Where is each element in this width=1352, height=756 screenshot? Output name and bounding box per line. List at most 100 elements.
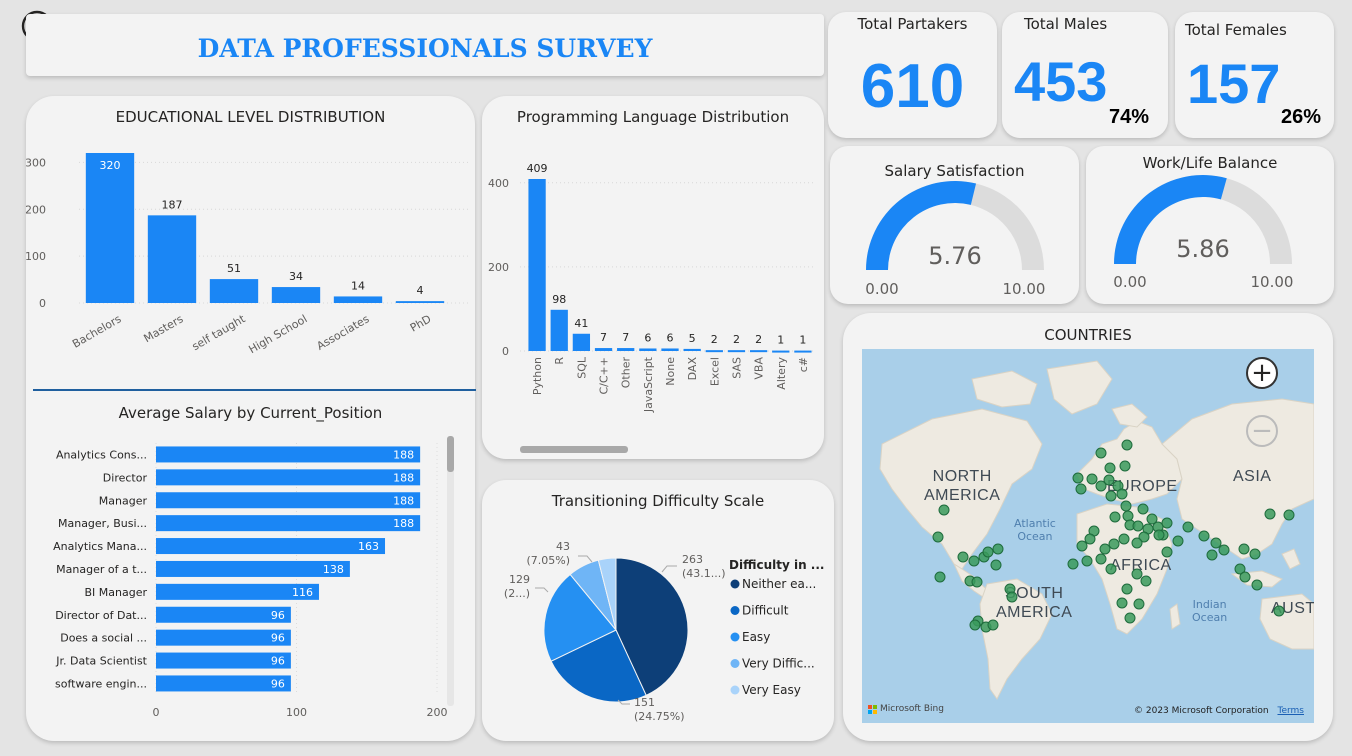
- leader-line: [578, 555, 593, 563]
- kpi-value: 157: [1187, 52, 1281, 115]
- horizontal-scrollbar[interactable]: [520, 446, 628, 453]
- country-marker: [1161, 546, 1173, 558]
- pie-data-label-pct: (43.1...): [682, 567, 726, 580]
- data-label: 409: [527, 162, 548, 175]
- bar: [156, 652, 291, 669]
- bar: [156, 538, 386, 555]
- country-marker: [1104, 462, 1116, 474]
- country-marker: [1122, 510, 1134, 522]
- microsoft-logo-icon: [868, 704, 877, 714]
- bar: [395, 301, 445, 303]
- leader-line: [535, 587, 549, 593]
- country-marker: [1146, 513, 1158, 525]
- x-tick-label: SAS: [730, 357, 743, 379]
- country-marker: [1124, 612, 1136, 624]
- gauge-card-salary: Salary Satisfaction 5.76 0.00 10.00: [830, 146, 1079, 304]
- data-label: 188: [393, 494, 414, 507]
- data-label: 4: [417, 284, 424, 297]
- data-label: 6: [644, 331, 651, 344]
- y-tick-label: Director of Dat...: [55, 609, 147, 622]
- x-tick-label: Python: [531, 357, 544, 395]
- bar: [528, 179, 546, 351]
- country-marker: [1095, 480, 1107, 492]
- data-label: 188: [393, 517, 414, 530]
- country-marker: [1118, 533, 1130, 545]
- bar: [271, 287, 321, 303]
- x-tick-label: None: [664, 357, 677, 386]
- salary-gauge: 5.76 0.00 10.00: [865, 180, 1046, 298]
- title-banner: DATA PROFESSIONALS SURVEY: [26, 14, 824, 76]
- x-tick-label: DAX: [686, 357, 699, 381]
- worklife-gauge: 5.86 0.00 10.00: [1113, 175, 1293, 291]
- terms-link[interactable]: Terms: [1277, 706, 1304, 716]
- kpi-value: 610: [860, 52, 965, 121]
- pie-data-label: 263: [682, 553, 703, 566]
- data-label: 2: [755, 333, 762, 346]
- label-africa: AFRICA: [1110, 557, 1172, 574]
- country-marker: [1133, 598, 1145, 610]
- country-marker: [1218, 544, 1230, 556]
- language-card: Programming Language Distribution 0 200 40…: [482, 96, 824, 459]
- legend-entry: Very Easy: [742, 683, 801, 697]
- y-tick-label: 0: [39, 297, 46, 310]
- pie-data-label: 43: [556, 540, 570, 553]
- zoom-in-button[interactable]: +: [1246, 357, 1278, 389]
- y-tick-label: Director: [103, 471, 148, 484]
- bar: [156, 492, 421, 509]
- scrollbar[interactable]: [447, 436, 454, 706]
- country-marker: [1172, 535, 1184, 547]
- kpi-percent: 74%: [1109, 106, 1150, 128]
- gauge-max: 10.00: [1003, 280, 1046, 298]
- y-tick-label: 400: [488, 177, 509, 190]
- country-marker: [1137, 503, 1149, 515]
- y-tick-label: BI Manager: [84, 586, 147, 599]
- bar: [661, 348, 679, 351]
- legend-marker: [730, 579, 740, 589]
- x-tick-label: 0: [153, 706, 160, 719]
- country-marker: [1198, 530, 1210, 542]
- salary-bar-chart: 0 100 200 188 Analytics Cons... 188 Director 18…: [53, 443, 448, 719]
- bar: [209, 279, 259, 303]
- x-tick-label: VBA: [753, 357, 766, 380]
- country-marker: [1006, 591, 1018, 603]
- country-marker: [1264, 508, 1276, 520]
- kpi-label: Total Females: [1185, 21, 1287, 39]
- bar: [156, 675, 291, 692]
- country-marker: [971, 576, 983, 588]
- bar: [794, 350, 812, 353]
- legend-entry: Neither ea...: [742, 577, 816, 591]
- language-bar-chart: 0 200 400 409 Python 98 R 41 SQL 7 C/C++ 7 Other 6 Jav…: [488, 162, 814, 413]
- country-marker: [969, 619, 981, 631]
- bar: [772, 350, 790, 353]
- data-label: 187: [162, 198, 183, 211]
- country-marker: [1108, 538, 1120, 550]
- map[interactable]: NORTH AMERICA SOUTH AMERICA EUROPE ASIA …: [862, 349, 1314, 723]
- pie-data-label-pct: (24.75%): [634, 710, 685, 723]
- kpi-card-partakers: Total Partakers 610: [828, 12, 997, 138]
- bar: [683, 348, 701, 351]
- education-chart-title: EDUCATIONAL LEVEL DISTRIBUTION: [115, 108, 386, 126]
- bar: [572, 333, 591, 351]
- scrollbar-thumb[interactable]: [447, 436, 454, 472]
- kpi-card-females: Total Females 157 26%: [1175, 12, 1334, 138]
- data-label: 7: [622, 331, 629, 344]
- gauge-card-worklife: Work/Life Balance 5.86 0.00 10.00: [1086, 146, 1334, 304]
- country-marker: [1086, 473, 1098, 485]
- country-marker: [1121, 583, 1133, 595]
- data-label: 116: [292, 586, 313, 599]
- country-marker: [1273, 605, 1285, 617]
- divider: [33, 389, 476, 391]
- legend-marker: [730, 659, 740, 668]
- map-title: COUNTRIES: [1044, 326, 1132, 344]
- data-label: 5: [689, 332, 696, 345]
- country-marker: [1119, 460, 1131, 472]
- data-label: 1: [777, 334, 784, 347]
- bar: [594, 348, 613, 351]
- data-label: 51: [227, 262, 241, 275]
- country-marker: [1067, 558, 1079, 570]
- zoom-out-button[interactable]: −: [1246, 415, 1278, 447]
- country-marker: [990, 559, 1002, 571]
- legend-marker: [730, 685, 740, 695]
- country-marker: [1103, 474, 1115, 486]
- country-marker: [1105, 490, 1117, 502]
